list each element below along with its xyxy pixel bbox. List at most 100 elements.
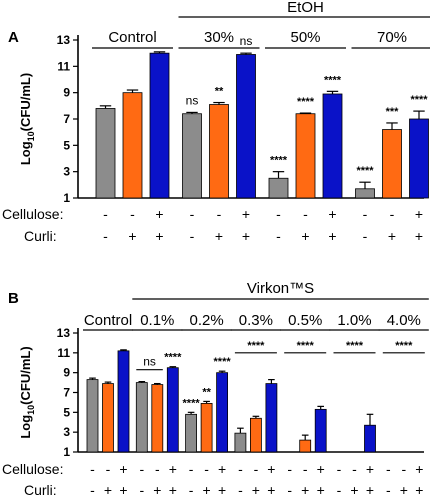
significance-label: **** bbox=[214, 356, 232, 368]
bracket-label: **** bbox=[297, 340, 315, 352]
bar bbox=[200, 403, 213, 453]
curli-sign: - bbox=[238, 482, 243, 498]
bar bbox=[216, 372, 229, 453]
curli-sign: + bbox=[128, 228, 136, 244]
curli-sign: - bbox=[276, 228, 281, 244]
curli-sign: - bbox=[103, 228, 108, 244]
group-label: 0.3% bbox=[239, 312, 273, 329]
significance-label: **** bbox=[270, 155, 288, 167]
y-tick-label: 13 bbox=[57, 33, 71, 47]
y-tick-label: 7 bbox=[63, 112, 70, 126]
curli-sign: + bbox=[153, 482, 161, 498]
cellulose-sign: - bbox=[238, 461, 243, 477]
bar bbox=[102, 383, 114, 453]
curli-sign: + bbox=[301, 228, 309, 244]
panel-letter: A bbox=[8, 29, 19, 46]
cellulose-sign: - bbox=[276, 206, 281, 222]
curli-sign: + bbox=[267, 482, 275, 498]
cellulose-sign: - bbox=[204, 461, 209, 477]
group-label: 0.1% bbox=[140, 312, 174, 329]
bar bbox=[151, 384, 164, 453]
cellulose-row-label: Cellulose: bbox=[2, 206, 63, 222]
treatment-header: Virkon™S bbox=[247, 280, 314, 297]
cellulose-sign: - bbox=[254, 461, 259, 477]
cellulose-sign: + bbox=[119, 461, 127, 477]
curli-sign: - bbox=[386, 482, 391, 498]
cellulose-sign: - bbox=[217, 206, 222, 222]
bracket-label: ns bbox=[143, 355, 156, 369]
cellulose-row-label: Cellulose: bbox=[2, 461, 63, 477]
panel-b: BLog10(CFU/mL)135791113Control****0.1%**… bbox=[2, 280, 429, 498]
cellulose-sign: + bbox=[218, 461, 226, 477]
group-label: 0.5% bbox=[288, 312, 322, 329]
curli-sign: - bbox=[189, 482, 194, 498]
bar bbox=[117, 350, 130, 453]
curli-sign: + bbox=[415, 482, 423, 498]
bar bbox=[268, 177, 289, 199]
bar bbox=[299, 439, 312, 453]
cellulose-sign: - bbox=[337, 461, 342, 477]
curli-sign: - bbox=[139, 482, 144, 498]
y-tick-label: 3 bbox=[63, 425, 70, 439]
cellulose-sign: - bbox=[386, 461, 391, 477]
curli-sign: - bbox=[287, 482, 292, 498]
curli-sign: - bbox=[190, 228, 195, 244]
cellulose-sign: + bbox=[242, 206, 250, 222]
bar bbox=[166, 367, 179, 453]
bracket-label: **** bbox=[247, 340, 265, 352]
bar bbox=[409, 118, 429, 199]
curli-row-label: Curli: bbox=[24, 228, 57, 244]
significance-label: **** bbox=[164, 352, 182, 364]
curli-sign: + bbox=[415, 228, 423, 244]
significance-label: ** bbox=[202, 386, 211, 398]
significance-label: **** bbox=[183, 397, 201, 409]
y-tick-label: 1 bbox=[63, 445, 70, 459]
bar bbox=[355, 188, 375, 199]
bar bbox=[135, 382, 148, 453]
cellulose-sign: - bbox=[90, 461, 95, 477]
bar bbox=[95, 108, 116, 199]
cellulose-sign: - bbox=[363, 206, 368, 222]
curli-sign: + bbox=[301, 482, 309, 498]
cellulose-sign: - bbox=[303, 461, 308, 477]
curli-row-label: Curli: bbox=[24, 482, 57, 498]
bar bbox=[86, 379, 99, 453]
y-tick-label: 9 bbox=[63, 366, 70, 380]
curli-sign: + bbox=[203, 482, 211, 498]
cellulose-sign: + bbox=[415, 206, 423, 222]
bar bbox=[249, 417, 262, 453]
y-tick-label: 11 bbox=[57, 346, 70, 360]
significance-label: **** bbox=[324, 74, 342, 86]
curli-sign: + bbox=[252, 482, 260, 498]
y-tick-label: 7 bbox=[63, 386, 70, 400]
group-label: 30% bbox=[204, 29, 234, 46]
bar bbox=[364, 424, 376, 453]
cellulose-sign: - bbox=[130, 206, 135, 222]
curli-sign: - bbox=[363, 228, 368, 244]
y-tick-label: 5 bbox=[63, 138, 70, 152]
y-tick-label: 1 bbox=[63, 191, 70, 205]
curli-sign: + bbox=[215, 228, 223, 244]
bar bbox=[382, 129, 402, 199]
y-axis-label: Log10(CFU/mL) bbox=[18, 346, 36, 438]
bar bbox=[236, 54, 256, 199]
cellulose-sign: + bbox=[169, 461, 177, 477]
bar bbox=[182, 113, 202, 199]
bracket-label: **** bbox=[395, 340, 413, 352]
y-tick-label: 11 bbox=[57, 59, 70, 73]
cellulose-sign: - bbox=[287, 461, 292, 477]
curli-sign: + bbox=[104, 482, 112, 498]
y-axis-label: Log10(CFU/mL) bbox=[18, 73, 36, 165]
cellulose-sign: + bbox=[366, 461, 374, 477]
significance-label: **** bbox=[297, 96, 315, 108]
cellulose-sign: - bbox=[390, 206, 395, 222]
group-label: 0.2% bbox=[189, 312, 223, 329]
group-label: 4.0% bbox=[387, 312, 421, 329]
y-tick-label: 5 bbox=[63, 405, 70, 419]
significance-label: **** bbox=[410, 94, 428, 106]
bar bbox=[209, 104, 229, 199]
y-tick-label: 13 bbox=[57, 326, 71, 340]
curli-sign: + bbox=[119, 482, 127, 498]
